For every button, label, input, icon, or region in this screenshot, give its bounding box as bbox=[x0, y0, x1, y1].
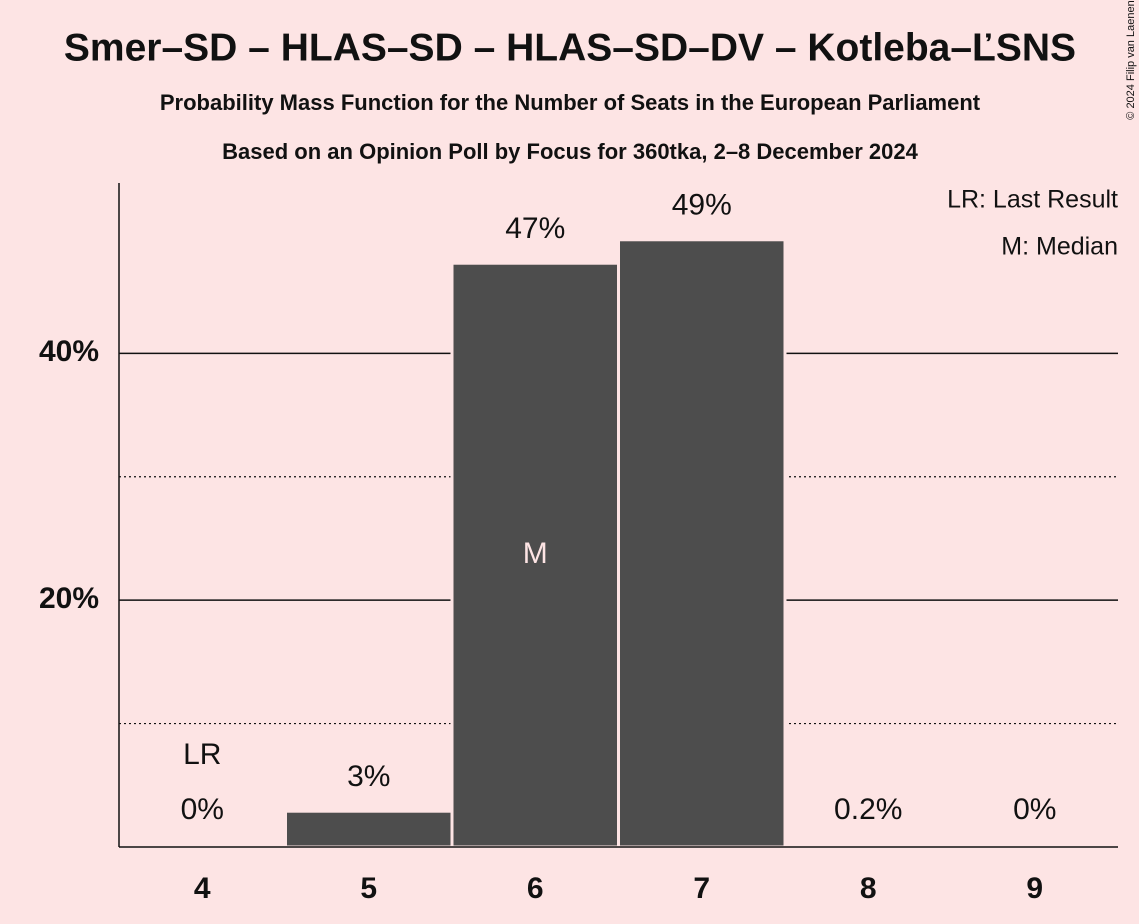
x-tick-label: 4 bbox=[194, 872, 211, 905]
value-label: 0.2% bbox=[834, 793, 902, 826]
value-label: 0% bbox=[1013, 793, 1056, 826]
value-label: 3% bbox=[347, 760, 390, 793]
bar bbox=[284, 809, 454, 849]
x-tick-label: 6 bbox=[527, 872, 544, 905]
legend-entry: LR: Last Result bbox=[947, 186, 1118, 214]
chart-subtitle: Based on an Opinion Poll by Focus for 36… bbox=[222, 139, 918, 164]
y-tick-label: 40% bbox=[39, 335, 99, 368]
legend-entry: M: Median bbox=[1001, 233, 1118, 261]
x-tick-label: 7 bbox=[693, 872, 710, 905]
value-label: 0% bbox=[181, 793, 224, 826]
value-label: 47% bbox=[505, 212, 565, 245]
copyright: © 2024 Filip van Laenen bbox=[1125, 0, 1137, 119]
bar bbox=[617, 238, 787, 849]
bar bbox=[450, 261, 620, 849]
value-label: 49% bbox=[672, 189, 732, 222]
chart-title: Smer–SD – HLAS–SD – HLAS–SD–DV – Kotleba… bbox=[64, 26, 1076, 69]
annotation: M bbox=[523, 537, 548, 570]
x-tick-label: 5 bbox=[360, 872, 377, 905]
y-tick-label: 20% bbox=[39, 582, 99, 615]
chart-subtitle: Probability Mass Function for the Number… bbox=[160, 90, 981, 115]
annotation: LR bbox=[183, 738, 221, 771]
x-tick-label: 8 bbox=[860, 872, 877, 905]
x-tick-label: 9 bbox=[1026, 872, 1043, 905]
